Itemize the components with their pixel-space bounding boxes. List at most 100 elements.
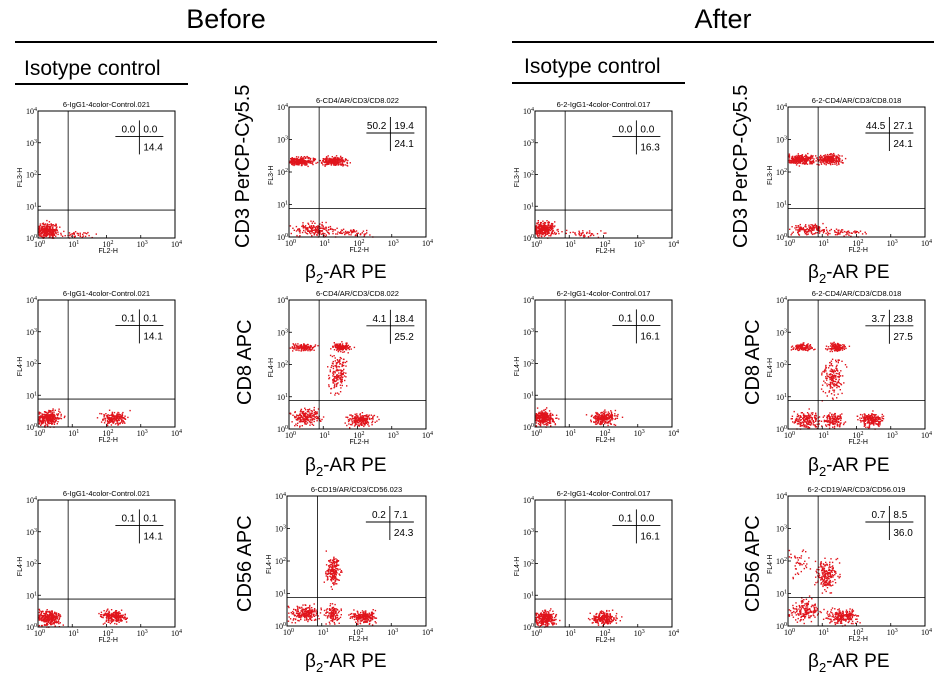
event-dot [830, 228, 832, 231]
event-dot [291, 163, 293, 166]
event-dot [611, 417, 613, 419]
event-dot [292, 160, 295, 163]
event-dot [816, 228, 818, 230]
event-dot [51, 230, 53, 232]
event-dot [845, 231, 847, 233]
event-dot [304, 164, 306, 166]
event-dot [544, 229, 546, 231]
event-dot [600, 417, 602, 419]
flow-plot-after-cd8: 100100101101102102103103104104FL2-HFL4-H… [767, 289, 932, 446]
event-dot [300, 349, 302, 351]
event-dot [793, 422, 795, 424]
event-dot [790, 349, 793, 351]
event-dot [808, 348, 810, 350]
y-tick-label: 103 [277, 328, 288, 337]
event-dot [538, 227, 541, 230]
event-dot [311, 418, 313, 420]
event-dot [799, 160, 802, 162]
event-dot [798, 228, 801, 230]
event-dot [603, 232, 605, 234]
event-dot [336, 163, 338, 165]
event-dot [79, 235, 81, 238]
event-dot [309, 348, 311, 351]
event-dot [801, 162, 803, 165]
event-dot [837, 424, 839, 426]
event-dot [354, 416, 356, 418]
event-dot [799, 345, 801, 348]
event-dot [312, 163, 314, 166]
event-dot [314, 158, 316, 160]
event-dot [832, 380, 835, 382]
event-dot [55, 420, 57, 422]
event-dot [581, 232, 584, 234]
event-dot [317, 345, 319, 347]
event-dot [295, 158, 298, 160]
event-dot [301, 416, 303, 418]
event-dot [359, 416, 361, 418]
event-dot [822, 160, 824, 162]
event-dot [43, 229, 46, 232]
event-dot [829, 387, 832, 389]
event-dot [835, 231, 838, 234]
event-dot [826, 156, 828, 158]
event-dot [329, 370, 331, 373]
event-dot [358, 425, 360, 427]
event-dot [339, 232, 341, 234]
event-dot [107, 414, 109, 416]
event-dot [348, 231, 350, 234]
event-dot [312, 161, 314, 163]
event-dot [803, 230, 805, 232]
event-dot [294, 158, 296, 160]
event-dot [47, 419, 49, 421]
event-dot [300, 409, 302, 412]
event-dot [833, 369, 835, 371]
event-dot [297, 163, 299, 165]
x-tick-label: 101 [818, 239, 829, 248]
event-dot [826, 349, 828, 351]
event-dot [551, 231, 553, 234]
event-dot [798, 234, 801, 236]
event-dot [54, 416, 56, 419]
event-dot [820, 420, 823, 422]
event-dot [542, 415, 545, 418]
event-dot [808, 345, 811, 347]
event-dot [109, 419, 111, 421]
event-dot [818, 232, 821, 234]
scatter-dots [289, 341, 380, 429]
event-dot [340, 350, 342, 353]
event-dot [858, 232, 860, 234]
event-dot [595, 413, 598, 415]
event-dot [835, 375, 837, 377]
event-dot [308, 408, 311, 410]
event-dot [807, 347, 809, 349]
event-dot [329, 225, 332, 228]
event-dot [325, 221, 327, 224]
event-dot [842, 347, 844, 350]
event-dot [839, 425, 841, 427]
event-dot [301, 348, 304, 350]
event-dot [366, 417, 368, 419]
event-dot [578, 231, 581, 234]
event-dot [313, 420, 315, 423]
event-dot [879, 422, 881, 425]
event-dot [311, 419, 314, 421]
event-dot [308, 346, 310, 348]
event-dot [48, 415, 50, 417]
event-dot [304, 344, 306, 347]
event-dot [539, 424, 542, 427]
event-dot [582, 232, 584, 234]
event-dot [334, 375, 337, 378]
event-dot [103, 413, 105, 416]
event-dot [826, 395, 828, 397]
event-dot [342, 228, 345, 230]
event-dot [828, 160, 831, 163]
event-dot [294, 162, 297, 164]
event-dot [357, 421, 359, 423]
event-dot [102, 419, 104, 421]
event-dot [811, 233, 814, 236]
event-dot [825, 425, 828, 427]
event-dot [798, 349, 801, 351]
event-dot [305, 347, 308, 350]
event-dot [539, 418, 541, 420]
event-dot [295, 423, 297, 425]
